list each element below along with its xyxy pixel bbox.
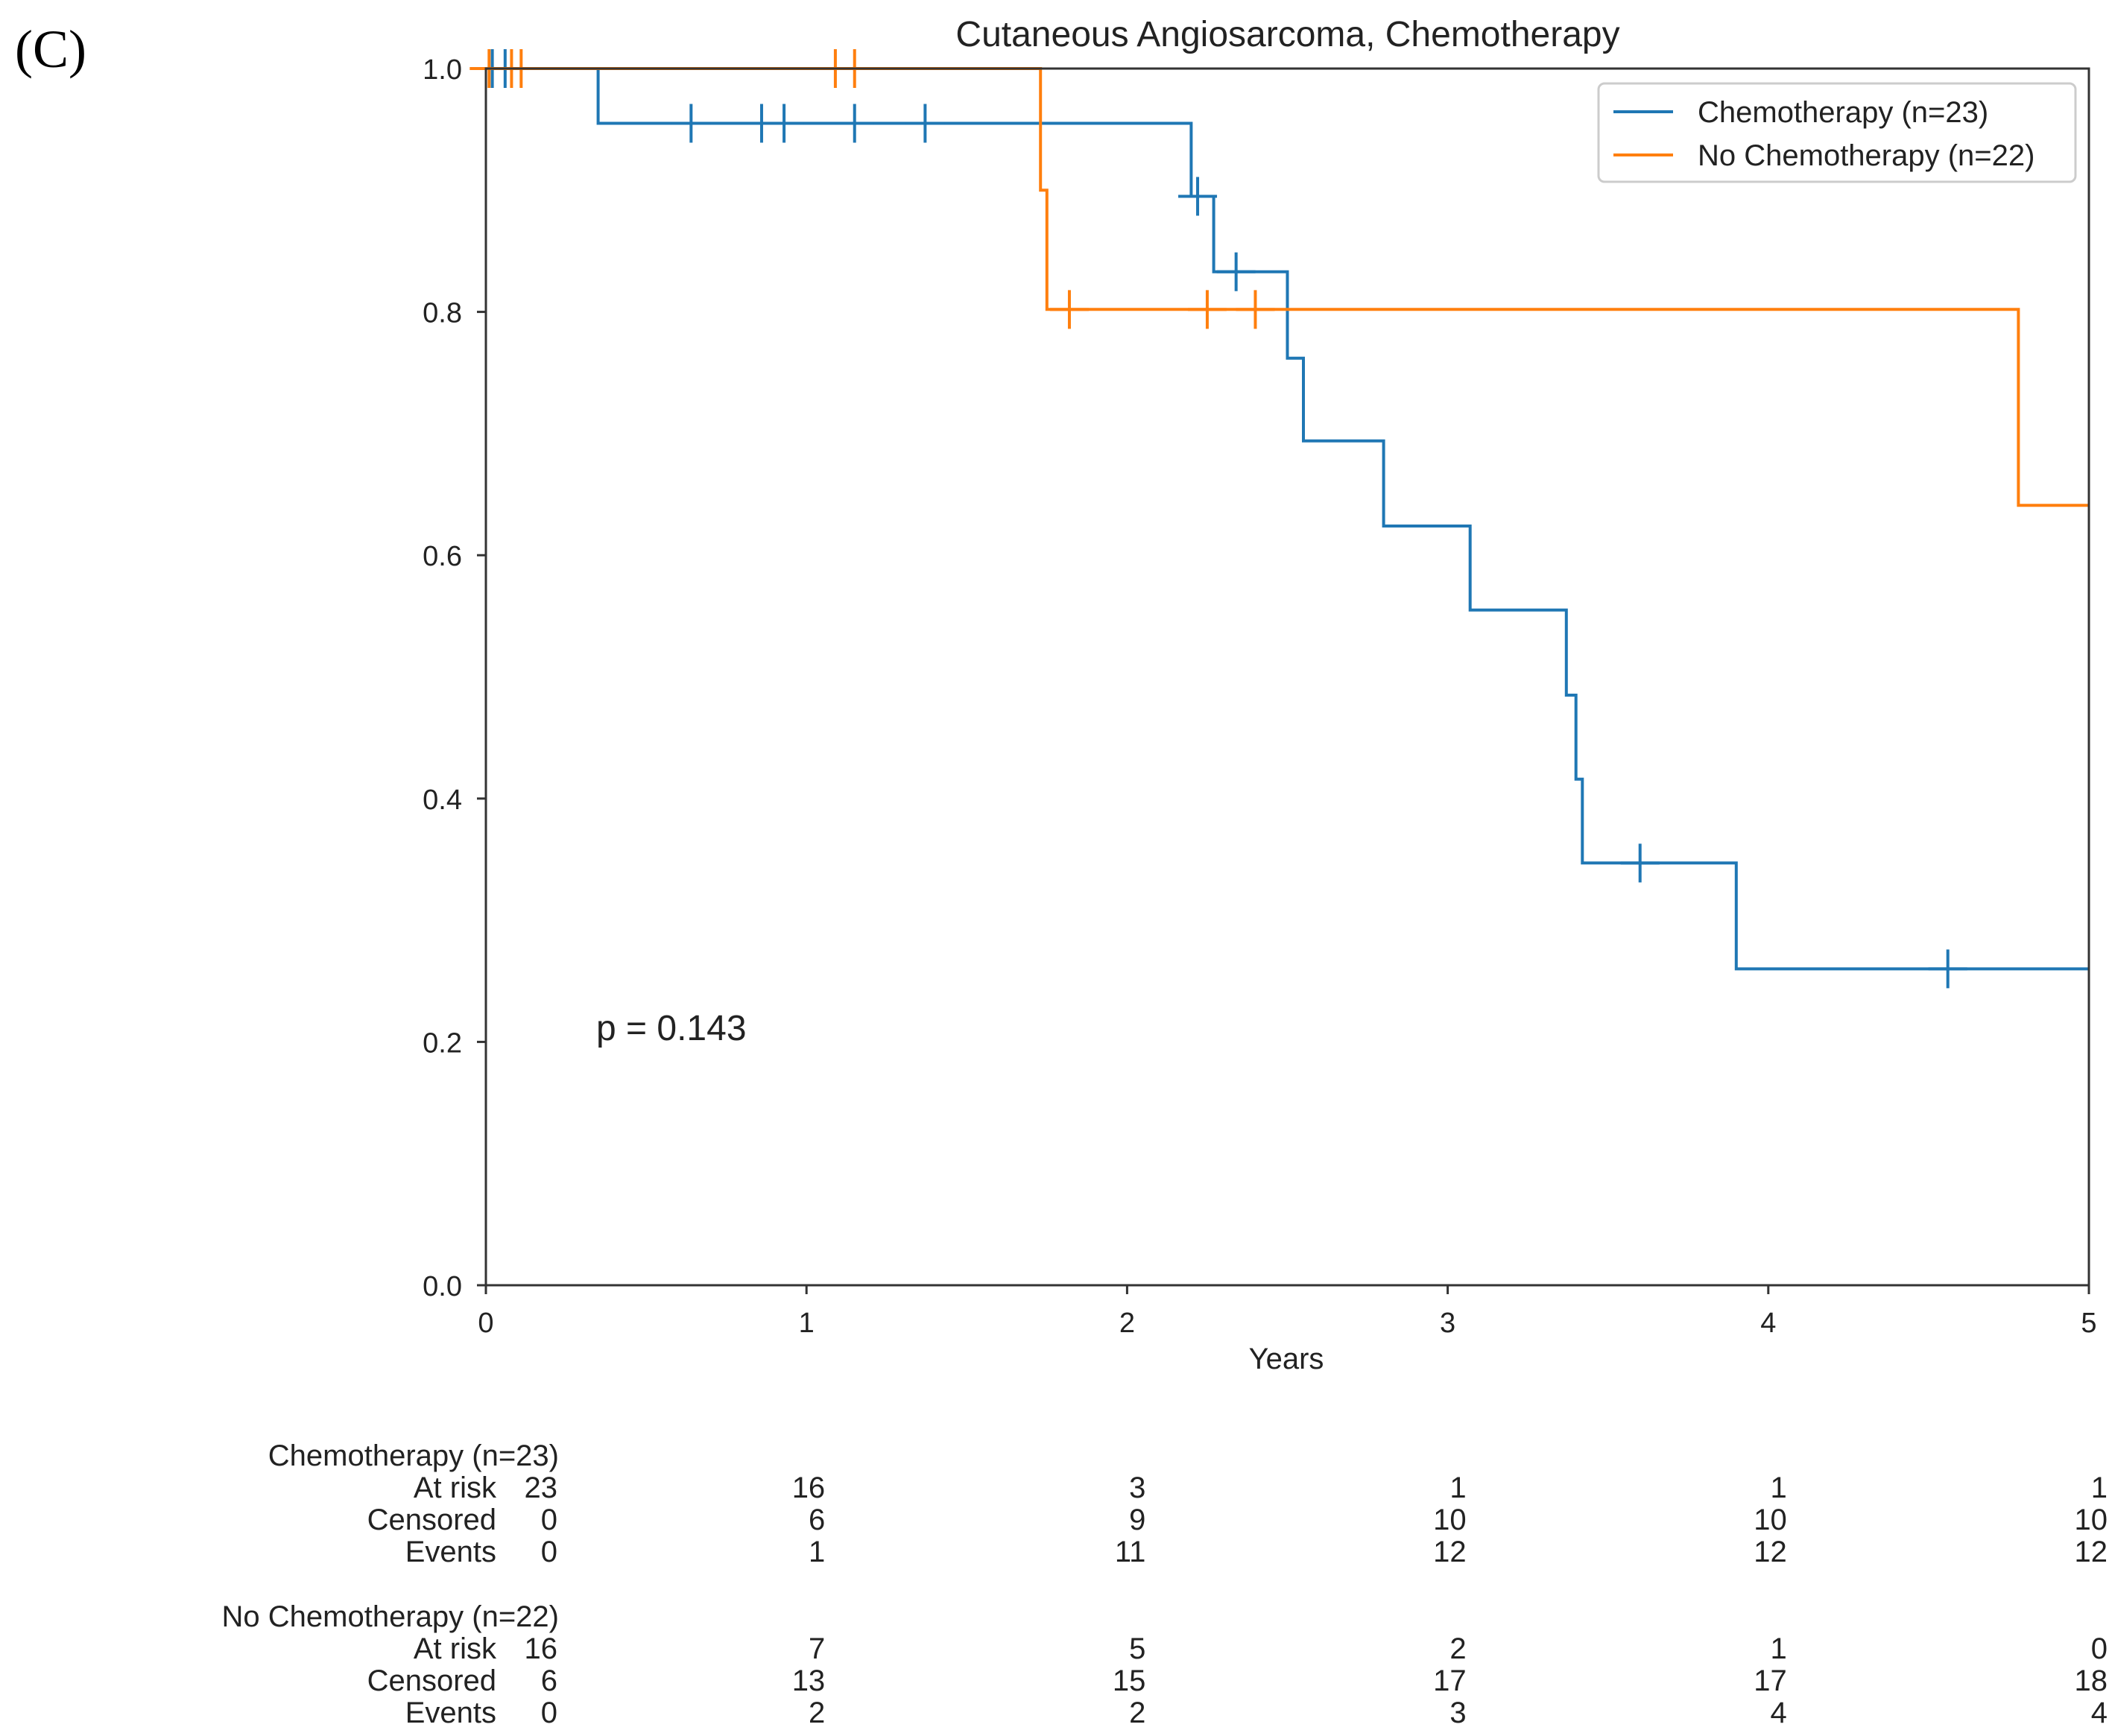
risk-row-label: At risk (414, 1632, 497, 1665)
risk-cell: 6 (541, 1664, 557, 1697)
risk-cell: 9 (1129, 1504, 1145, 1536)
x-tick-label: 4 (1760, 1308, 1776, 1339)
survival-curve-no-chemotherapy (486, 67, 2089, 507)
censor-mark (1049, 290, 1089, 329)
risk-cell: 0 (541, 1504, 557, 1536)
x-tick-label: 1 (799, 1308, 815, 1339)
legend: Chemotherapy (n=23) No Chemotherapy (n=22… (1597, 82, 2077, 183)
censor-mark (835, 104, 874, 143)
censor-mark (1620, 843, 1660, 883)
censor-mark (671, 104, 711, 143)
risk-group-title: No Chemotherapy (n=22) (222, 1600, 559, 1633)
panel-label: (C) (15, 19, 86, 79)
risk-cell: 3 (1449, 1697, 1466, 1729)
x-tick-label: 5 (2081, 1308, 2096, 1339)
plot-frame (484, 67, 2090, 1287)
risk-cell: 12 (2075, 1536, 2108, 1568)
risk-cell: 10 (2075, 1504, 2108, 1536)
risk-row-label: Censored (367, 1504, 496, 1536)
legend-box (1597, 82, 2077, 183)
chart-title: Cutaneous Angiosarcoma, Chemotherapy (955, 15, 1619, 54)
risk-row-label: Events (405, 1697, 496, 1729)
risk-group-title: Chemotherapy (n=23) (268, 1439, 559, 1472)
risk-row-label: At risk (414, 1472, 497, 1504)
y-tick-label: 1.0 (423, 54, 462, 86)
censor-mark (1216, 252, 1256, 291)
censor-mark (1236, 290, 1275, 329)
risk-cell: 10 (1754, 1504, 1787, 1536)
legend-entry-label: No Chemotherapy (n=22) (1698, 139, 2034, 172)
risk-cell: 5 (1129, 1632, 1145, 1665)
y-tick-label: 0.8 (423, 298, 462, 329)
risk-cell: 16 (525, 1632, 558, 1665)
risk-table: Chemotherapy (n=23)At risk 23 16 3 1 1 1Censor… (222, 1439, 2108, 1729)
y-tick-label: 0.0 (423, 1271, 462, 1302)
risk-cell: 1 (1771, 1632, 1787, 1665)
x-tick-label: 0 (478, 1308, 493, 1339)
risk-cell: 1 (2091, 1472, 2108, 1504)
risk-cell: 0 (541, 1697, 557, 1729)
y-tick-label: 0.6 (423, 541, 462, 572)
risk-row-label: Censored (367, 1664, 496, 1697)
censor-mark (1928, 949, 1967, 989)
risk-cell: 10 (1433, 1504, 1467, 1536)
x-axis-label: Years (1249, 1343, 1324, 1375)
risk-cell: 4 (1771, 1697, 1787, 1729)
risk-cell: 0 (541, 1536, 557, 1568)
risk-cell: 1 (1771, 1472, 1787, 1504)
risk-cell: 2 (1129, 1697, 1145, 1729)
censor-mark (1178, 177, 1218, 216)
risk-cell: 15 (1113, 1664, 1146, 1697)
censor-mark (1187, 290, 1227, 329)
risk-cell: 17 (1433, 1664, 1467, 1697)
survival-curve-chemotherapy (486, 67, 2089, 971)
p-value-annotation: p = 0.143 (596, 1009, 747, 1048)
risk-cell: 17 (1754, 1664, 1787, 1697)
risk-cell: 12 (1754, 1536, 1787, 1568)
risk-cell: 0 (2091, 1632, 2108, 1665)
risk-cell: 13 (792, 1664, 826, 1697)
risk-cell: 12 (1433, 1536, 1467, 1568)
censor-mark (905, 104, 945, 143)
risk-cell: 23 (525, 1472, 558, 1504)
risk-cell: 2 (1449, 1632, 1466, 1665)
censor-mark (765, 104, 804, 143)
risk-cell: 7 (809, 1632, 825, 1665)
y-tick-label: 0.2 (423, 1027, 462, 1059)
risk-cell: 16 (792, 1472, 826, 1504)
x-tick-label: 2 (1119, 1308, 1135, 1339)
risk-cell: 11 (1115, 1536, 1146, 1568)
risk-cell: 1 (809, 1536, 825, 1568)
risk-cell: 1 (1449, 1472, 1466, 1504)
risk-cell: 3 (1129, 1472, 1145, 1504)
legend-entry-label: Chemotherapy (n=23) (1698, 96, 1988, 129)
risk-cell: 18 (2075, 1664, 2108, 1697)
risk-cell: 4 (2091, 1697, 2108, 1729)
x-tick-label: 3 (1440, 1308, 1455, 1339)
risk-cell: 2 (809, 1697, 825, 1729)
risk-row-label: Events (405, 1536, 496, 1568)
risk-cell: 6 (809, 1504, 825, 1536)
y-tick-label: 0.4 (423, 785, 462, 816)
